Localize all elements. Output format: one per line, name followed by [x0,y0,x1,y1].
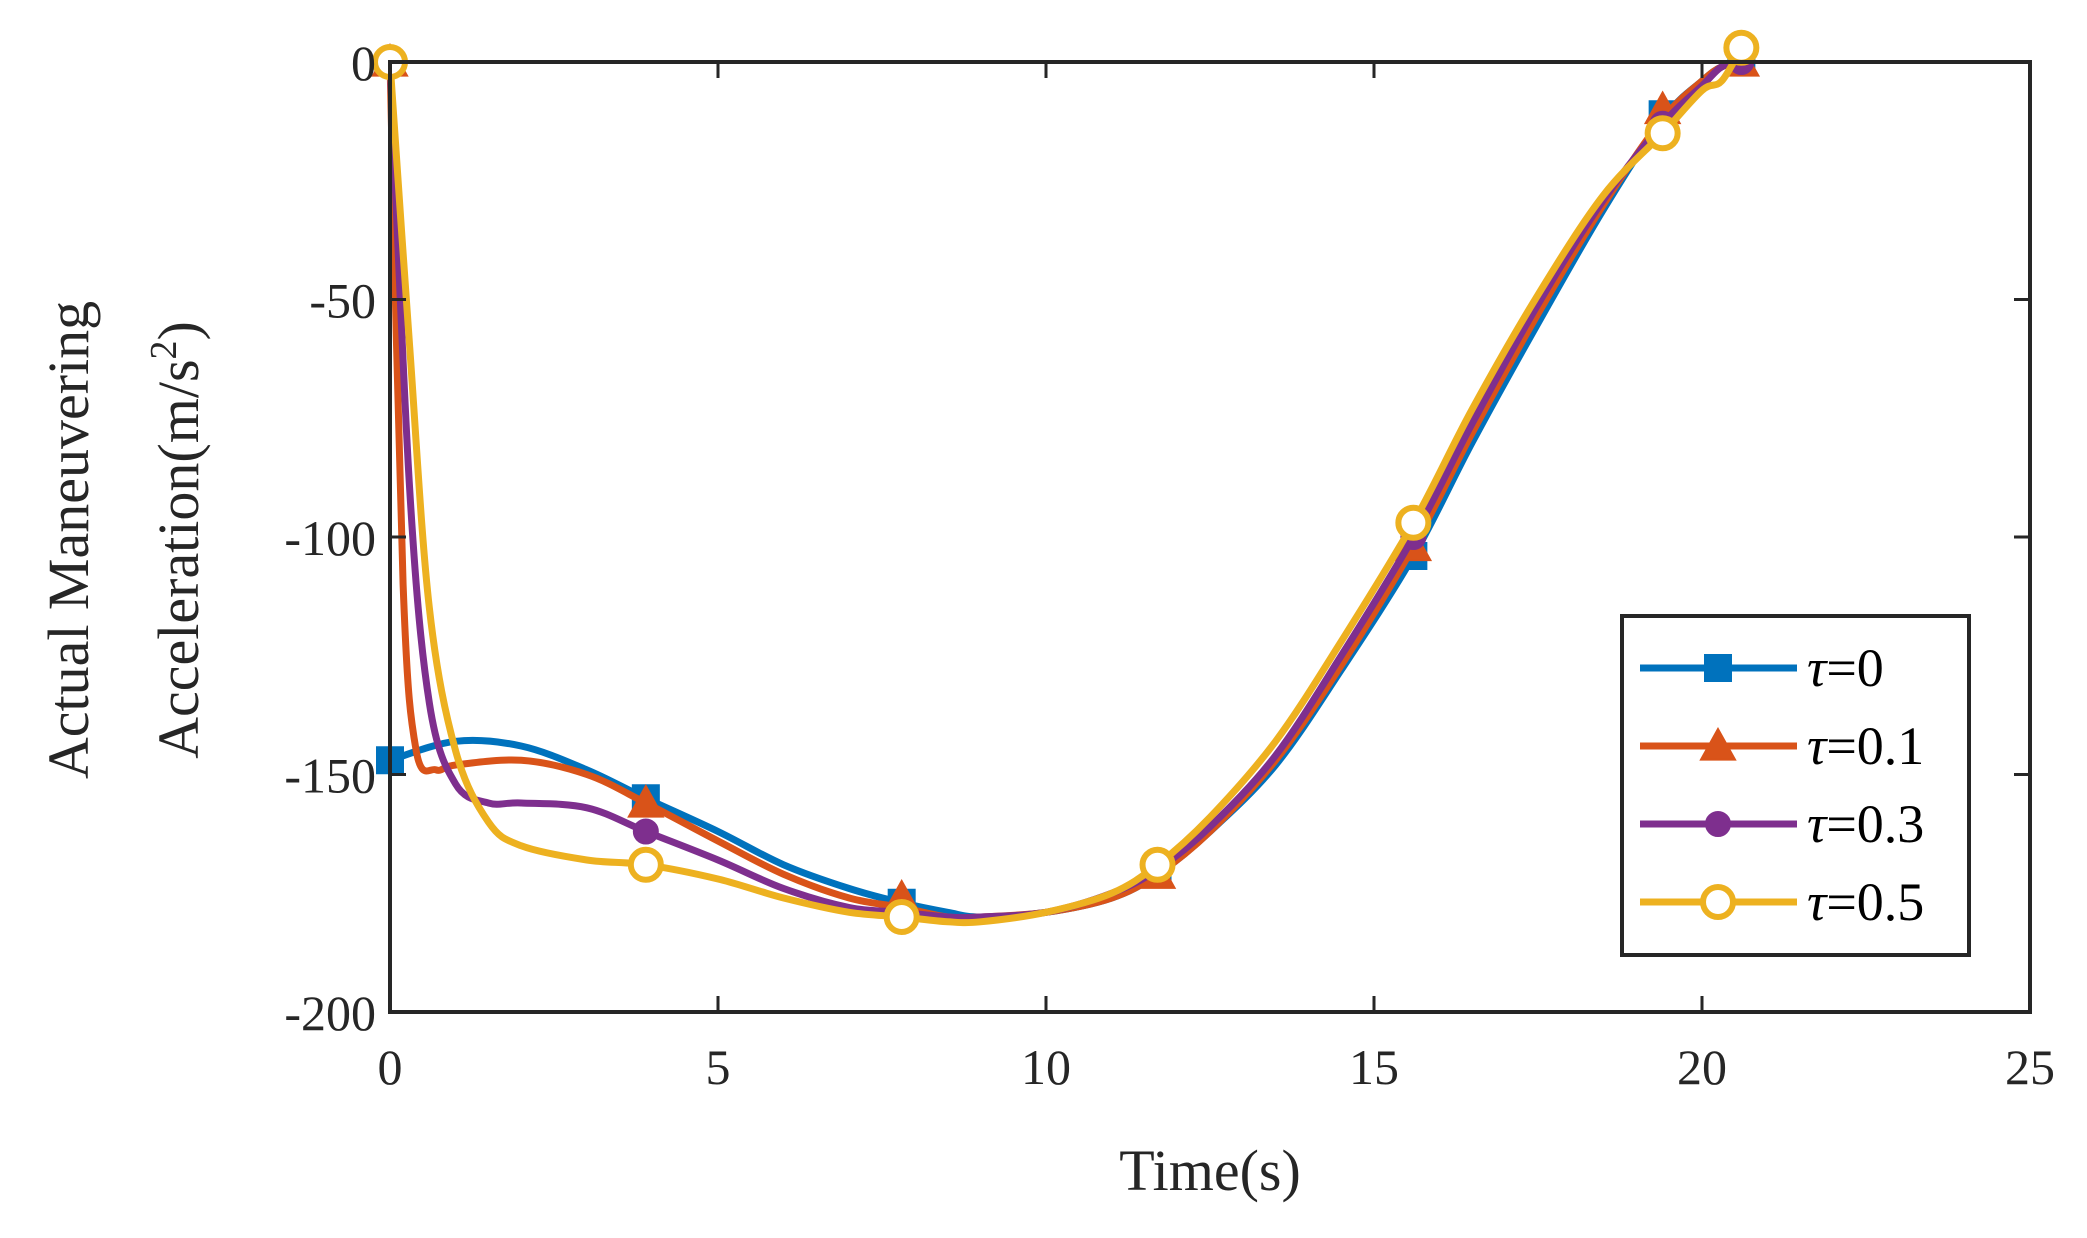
legend-label: τ=0.1 [1807,716,1924,776]
legend-label-symbol: τ [1807,638,1828,698]
data-point-marker [627,783,665,818]
legend-label-symbol: τ [1807,794,1828,854]
data-point-marker [1139,846,1176,883]
legend-label-value: =0.1 [1826,716,1924,776]
legend-label-symbol: τ [1807,872,1828,932]
series-line [386,44,1745,927]
data-point-marker [1644,115,1681,152]
y-tick-label: -200 [284,985,376,1041]
legend-entry: τ=0.5 [1640,872,1924,932]
x-axis-title: Time(s) [1119,1138,1301,1203]
legend-label-value: =0.5 [1826,872,1924,932]
x-tick-label: 5 [706,1039,731,1095]
legend-marker [1700,884,1736,920]
series-0 [376,48,1756,921]
legend-label-value: =0.3 [1826,794,1924,854]
y-axis-title: Actual Maneuvering Acceleration(m/s2) [36,301,211,779]
legend-label: τ=0.3 [1807,794,1924,854]
x-tick-label: 25 [2005,1039,2055,1095]
legend-marker [1704,654,1732,682]
y-axis-title-line2-main: Acceleration(m/s [146,359,211,758]
tick-layer: 0 5 10 15 20 25 0 -50 -100 -150 -200 [284,35,2055,1095]
y-axis-title-line2: Acceleration(m/s2) [143,321,211,759]
y-axis-title-line2-end: ) [146,321,211,340]
series-3 [372,29,1760,935]
series-1 [371,42,1761,922]
legend-marker [1699,726,1737,761]
series-line [386,58,1745,922]
legend-entry: τ=0.3 [1640,794,1924,854]
y-tick-label: -150 [284,748,376,804]
data-point-marker [1395,504,1432,541]
series-line [386,58,1745,922]
data-point-marker [883,899,920,935]
legend-label-symbol: τ [1807,716,1828,776]
y-tick-label: -100 [284,510,376,566]
series-line [386,58,1745,921]
legend-label-value: =0 [1826,638,1883,698]
series-layer [371,29,1761,935]
series-2 [377,49,1755,926]
data-point-marker [1723,29,1760,66]
y-tick-label: 0 [351,35,376,91]
legend-label: τ=0.5 [1807,872,1924,932]
legend-label: τ=0 [1807,638,1884,698]
y-tick-label: -50 [309,273,376,329]
x-tick-label: 20 [1677,1039,1727,1095]
x-tick-label: 10 [1021,1039,1071,1095]
legend-entry: τ=0.1 [1640,716,1924,776]
y-axis-title-superscript: 2 [143,340,185,359]
x-tick-label: 0 [378,1039,403,1095]
y-axis-title-line1: Actual Maneuvering [36,301,101,779]
legend: τ=0τ=0.1τ=0.3τ=0.5 [1620,614,1971,957]
x-tick-label: 15 [1349,1039,1399,1095]
data-point-marker [632,818,659,845]
legend-entry: τ=0 [1640,638,1884,698]
data-point-marker [627,846,664,883]
legend-marker [1705,811,1731,837]
